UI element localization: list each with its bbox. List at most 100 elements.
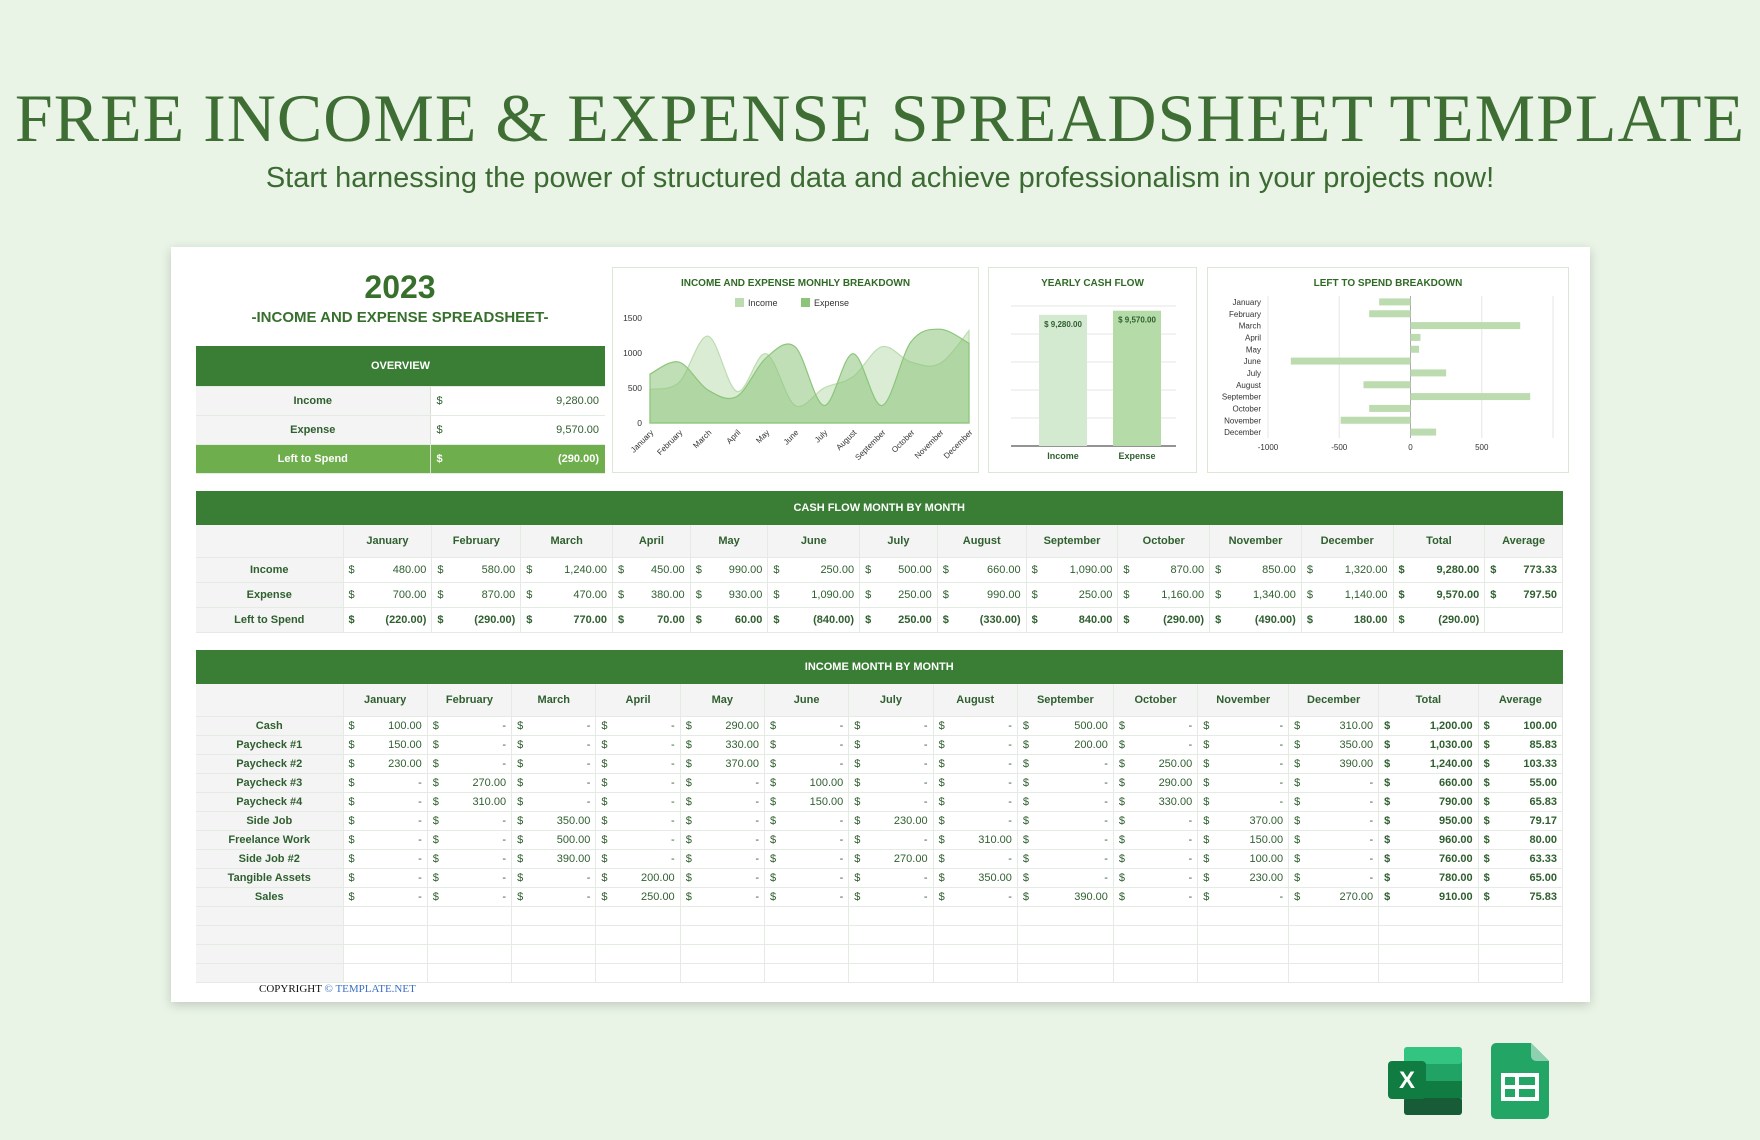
table-cell[interactable]: $290.00 <box>680 716 765 736</box>
table-cell[interactable]: $ - <box>1197 735 1290 755</box>
table-cell[interactable]: $ - <box>343 792 428 812</box>
table-cell[interactable]: $ - <box>511 868 597 888</box>
average-cell[interactable]: $65.83 <box>1478 792 1564 812</box>
table-cell[interactable]: $ - <box>933 716 1018 736</box>
table-cell[interactable]: $ - <box>680 773 765 793</box>
table-cell[interactable]: $ - <box>427 868 513 888</box>
table-cell[interactable]: $ - <box>595 716 681 736</box>
table-cell[interactable]: $380.00 <box>612 582 691 608</box>
empty-cell[interactable] <box>1113 925 1199 945</box>
empty-cell[interactable] <box>1378 906 1479 926</box>
empty-cell[interactable] <box>511 925 597 945</box>
table-cell[interactable]: $250.00 <box>595 887 681 907</box>
table-cell[interactable]: $ - <box>764 735 850 755</box>
average-cell[interactable]: $797.50 <box>1484 582 1563 608</box>
table-cell[interactable]: $1,160.00 <box>1117 582 1211 608</box>
table-cell[interactable]: $250.00 <box>1026 582 1119 608</box>
table-cell[interactable]: $ - <box>764 887 850 907</box>
average-cell[interactable]: $65.00 <box>1478 868 1564 888</box>
average-cell[interactable]: $55.00 <box>1478 773 1564 793</box>
table-cell[interactable]: $1,320.00 <box>1301 557 1394 583</box>
table-cell[interactable]: $ - <box>343 773 428 793</box>
copyright-link[interactable]: TEMPLATE.NET <box>335 983 416 995</box>
table-cell[interactable]: $ (220.00) <box>343 607 433 633</box>
table-cell[interactable]: $ - <box>343 887 428 907</box>
table-cell[interactable]: $ - <box>1288 830 1380 850</box>
empty-cell[interactable] <box>680 906 765 926</box>
table-cell[interactable]: $250.00 <box>859 607 938 633</box>
empty-cell[interactable] <box>680 944 765 964</box>
table-cell[interactable]: $ - <box>848 735 934 755</box>
empty-cell[interactable] <box>1197 963 1290 983</box>
empty-cell[interactable] <box>595 906 681 926</box>
empty-cell[interactable] <box>196 906 344 926</box>
table-cell[interactable]: $150.00 <box>343 735 428 755</box>
table-cell[interactable]: $ - <box>511 716 597 736</box>
average-cell[interactable]: $79.17 <box>1478 811 1564 831</box>
table-cell[interactable]: $500.00 <box>511 830 597 850</box>
table-cell[interactable]: $230.00 <box>1197 868 1290 888</box>
average-cell[interactable]: $85.83 <box>1478 735 1564 755</box>
table-cell[interactable]: $ - <box>1017 849 1114 869</box>
table-cell[interactable]: $ - <box>427 830 513 850</box>
table-cell[interactable]: $ - <box>848 830 934 850</box>
empty-cell[interactable] <box>427 906 513 926</box>
table-cell[interactable]: $310.00 <box>1288 716 1380 736</box>
empty-cell[interactable] <box>1478 963 1564 983</box>
table-cell[interactable]: $70.00 <box>612 607 691 633</box>
table-cell[interactable]: $ - <box>933 735 1018 755</box>
empty-cell[interactable] <box>343 963 428 983</box>
table-cell[interactable]: $330.00 <box>1113 792 1199 812</box>
table-cell[interactable]: $ - <box>343 868 428 888</box>
total-cell[interactable]: $760.00 <box>1378 849 1479 869</box>
empty-cell[interactable] <box>427 963 513 983</box>
table-cell[interactable]: $ - <box>427 754 513 774</box>
total-cell[interactable]: $1,200.00 <box>1378 716 1479 736</box>
table-cell[interactable]: $150.00 <box>764 792 850 812</box>
table-cell[interactable]: $ - <box>1197 792 1290 812</box>
table-cell[interactable]: $ - <box>680 830 765 850</box>
table-cell[interactable]: $310.00 <box>933 830 1018 850</box>
table-cell[interactable]: $390.00 <box>1288 754 1380 774</box>
table-cell[interactable]: $ - <box>1197 773 1290 793</box>
table-cell[interactable]: $700.00 <box>343 582 433 608</box>
empty-cell[interactable] <box>1197 925 1290 945</box>
table-cell[interactable]: $840.00 <box>1026 607 1119 633</box>
table-cell[interactable]: $470.00 <box>520 582 613 608</box>
empty-cell[interactable] <box>1017 963 1114 983</box>
table-cell[interactable]: $ - <box>848 792 934 812</box>
table-cell[interactable]: $270.00 <box>848 849 934 869</box>
table-cell[interactable]: $ - <box>511 754 597 774</box>
table-cell[interactable]: $ - <box>933 754 1018 774</box>
empty-cell[interactable] <box>1197 906 1290 926</box>
table-cell[interactable]: $100.00 <box>1197 849 1290 869</box>
table-cell[interactable]: $370.00 <box>680 754 765 774</box>
empty-cell[interactable] <box>848 944 934 964</box>
table-cell[interactable]: $370.00 <box>1197 811 1290 831</box>
table-cell[interactable]: $ - <box>1288 773 1380 793</box>
table-cell[interactable]: $ - <box>427 716 513 736</box>
empty-cell[interactable] <box>933 944 1018 964</box>
table-cell[interactable]: $270.00 <box>427 773 513 793</box>
table-cell[interactable]: $ - <box>848 887 934 907</box>
table-cell[interactable]: $350.00 <box>1288 735 1380 755</box>
table-cell[interactable]: $ - <box>1288 868 1380 888</box>
table-cell[interactable]: $ - <box>1017 754 1114 774</box>
table-cell[interactable]: $ - <box>595 849 681 869</box>
table-cell[interactable]: $480.00 <box>343 557 433 583</box>
table-cell[interactable]: $ - <box>511 887 597 907</box>
empty-cell[interactable] <box>848 906 934 926</box>
table-cell[interactable]: $1,140.00 <box>1301 582 1394 608</box>
table-cell[interactable]: $ - <box>1113 716 1199 736</box>
total-cell[interactable]: $9,280.00 <box>1393 557 1486 583</box>
table-cell[interactable]: $ - <box>764 754 850 774</box>
empty-cell[interactable] <box>343 906 428 926</box>
empty-cell[interactable] <box>1197 944 1290 964</box>
table-cell[interactable]: $ - <box>680 792 765 812</box>
total-cell[interactable]: $910.00 <box>1378 887 1479 907</box>
table-cell[interactable]: $ - <box>427 735 513 755</box>
table-cell[interactable]: $270.00 <box>1288 887 1380 907</box>
table-cell[interactable]: $ - <box>680 849 765 869</box>
empty-cell[interactable] <box>196 963 344 983</box>
table-cell[interactable]: $ - <box>595 754 681 774</box>
